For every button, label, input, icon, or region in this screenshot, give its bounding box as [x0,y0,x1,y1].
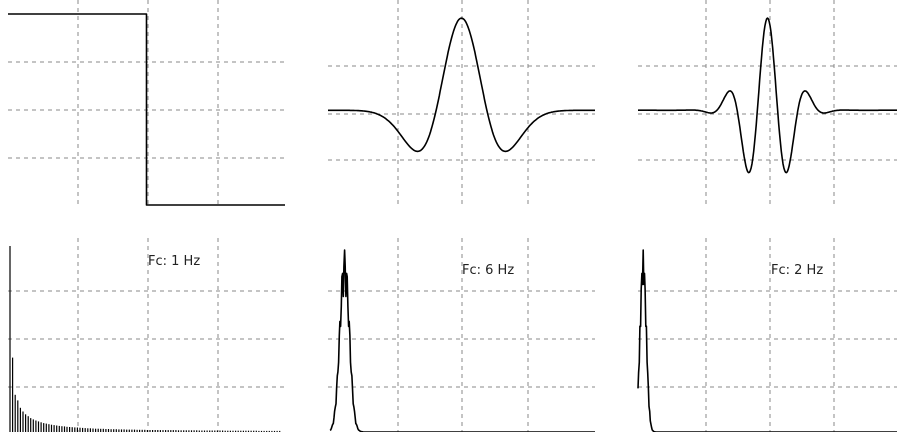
grid [638,238,897,432]
panel-waveform-wavelet-high [638,0,897,205]
spectrum-3-peak [637,249,897,432]
waveform-step-trace [8,13,285,206]
grid [328,0,595,205]
panel-spectrum-2: Fc: 6 Hz [328,238,596,432]
waveform-wavelet-low-trace [328,17,595,153]
panel-spectrum-3: Fc: 2 Hz [637,238,897,432]
grid [8,238,285,432]
grid [328,238,595,432]
fc-label-2: Fc: 6 Hz [462,263,514,278]
panel-waveform-step [8,0,285,206]
fc-label-1: Fc: 1 Hz [148,254,200,269]
waveform-wavelet-high-trace [638,17,897,174]
grid [638,0,897,205]
panel-waveform-wavelet-low [328,0,595,205]
panel-spectrum-1: Fc: 1 Hz [8,238,285,432]
fc-label-3: Fc: 2 Hz [771,263,823,278]
